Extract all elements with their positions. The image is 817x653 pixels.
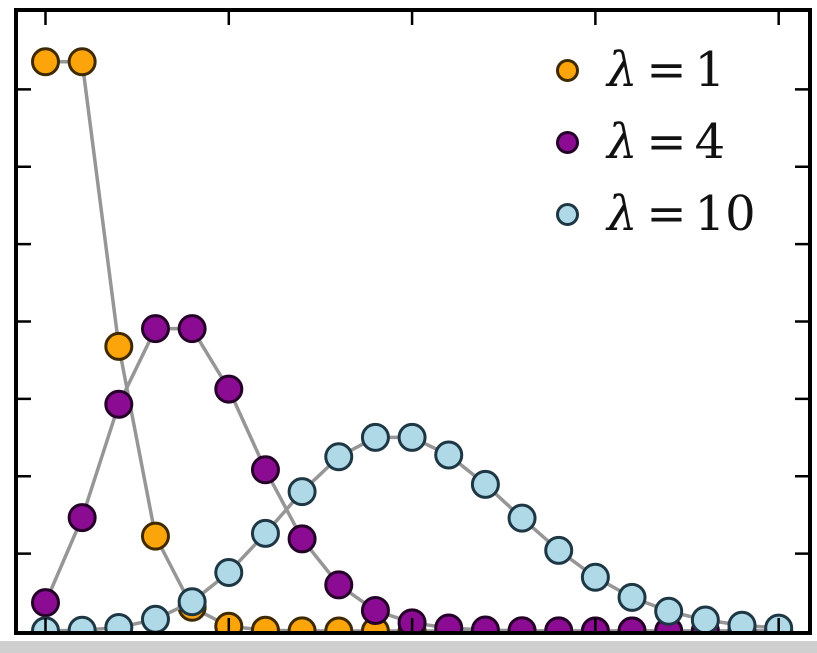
legend-marker-lambda-4-icon [556, 130, 579, 154]
data-point-lambda-1-k0 [30, 47, 60, 77]
data-point-lambda-4-k11 [434, 613, 464, 633]
data-point-lambda-10-k7 [287, 477, 317, 507]
data-point-lambda-1-k6 [250, 615, 280, 633]
data-point-lambda-1-k2 [104, 331, 134, 361]
equals-sign: = [646, 114, 686, 170]
legend-item-lambda-10: λ = 10 [556, 178, 756, 250]
legend-marker-lambda-1-icon [556, 58, 579, 82]
lambda-symbol: λ [607, 186, 638, 242]
data-point-lambda-10-k13 [507, 503, 537, 533]
data-point-lambda-10-k17 [654, 596, 684, 626]
data-point-lambda-4-k6 [250, 455, 280, 485]
data-point-lambda-10-k9 [360, 422, 390, 452]
data-point-lambda-1-k1 [67, 47, 97, 77]
data-point-lambda-1-k7 [287, 616, 317, 633]
data-point-lambda-4-k12 [470, 615, 500, 633]
data-point-lambda-4-k1 [67, 503, 97, 533]
lambda-value: 10 [694, 186, 756, 242]
data-point-lambda-4-k3 [140, 314, 170, 344]
plot-frame [14, 8, 812, 635]
data-point-lambda-1-k3 [140, 521, 170, 551]
equals-sign: = [646, 186, 686, 242]
lambda-symbol: λ [607, 114, 638, 170]
image-bottom-edge-artifact [0, 641, 817, 653]
legend-label-lambda-1: λ = 1 [607, 46, 725, 94]
data-point-lambda-10-k18 [690, 605, 720, 633]
equals-sign: = [646, 42, 686, 98]
data-point-lambda-4-k7 [287, 524, 317, 554]
data-point-lambda-4-k9 [360, 596, 390, 626]
data-point-lambda-10-k19 [727, 610, 757, 633]
lambda-value: 1 [694, 42, 726, 98]
data-point-lambda-10-k16 [617, 582, 647, 612]
lambda-value: 4 [694, 114, 726, 170]
data-point-lambda-10-k2 [104, 612, 134, 633]
data-point-lambda-4-k4 [177, 314, 207, 344]
data-point-lambda-1-k8 [324, 616, 354, 633]
data-point-lambda-10-k6 [250, 518, 280, 548]
data-point-lambda-10-k8 [324, 442, 354, 472]
legend-item-lambda-4: λ = 4 [556, 106, 756, 178]
data-point-lambda-10-k15 [580, 562, 610, 592]
data-point-lambda-10-k11 [434, 440, 464, 470]
data-point-lambda-4-k5 [214, 374, 244, 404]
legend-label-lambda-10: λ = 10 [607, 190, 756, 238]
data-point-lambda-4-k14 [544, 616, 574, 633]
data-point-lambda-10-k10 [397, 422, 427, 452]
data-point-lambda-10-k4 [177, 587, 207, 617]
data-point-lambda-10-k5 [214, 557, 244, 587]
data-point-lambda-4-k0 [30, 588, 60, 618]
legend-marker-lambda-10-icon [556, 202, 579, 226]
data-point-lambda-4-k2 [104, 389, 134, 419]
legend: λ = 1 λ = 4 λ = 10 [556, 34, 756, 250]
data-point-lambda-10-k1 [67, 615, 97, 633]
data-point-lambda-4-k13 [507, 616, 537, 633]
lambda-symbol: λ [607, 42, 638, 98]
legend-label-lambda-4: λ = 4 [607, 118, 725, 166]
data-point-lambda-4-k8 [324, 570, 354, 600]
data-point-lambda-10-k3 [140, 604, 170, 633]
legend-item-lambda-1: λ = 1 [556, 34, 756, 106]
data-point-lambda-10-k12 [470, 469, 500, 499]
data-point-lambda-10-k14 [544, 535, 574, 565]
